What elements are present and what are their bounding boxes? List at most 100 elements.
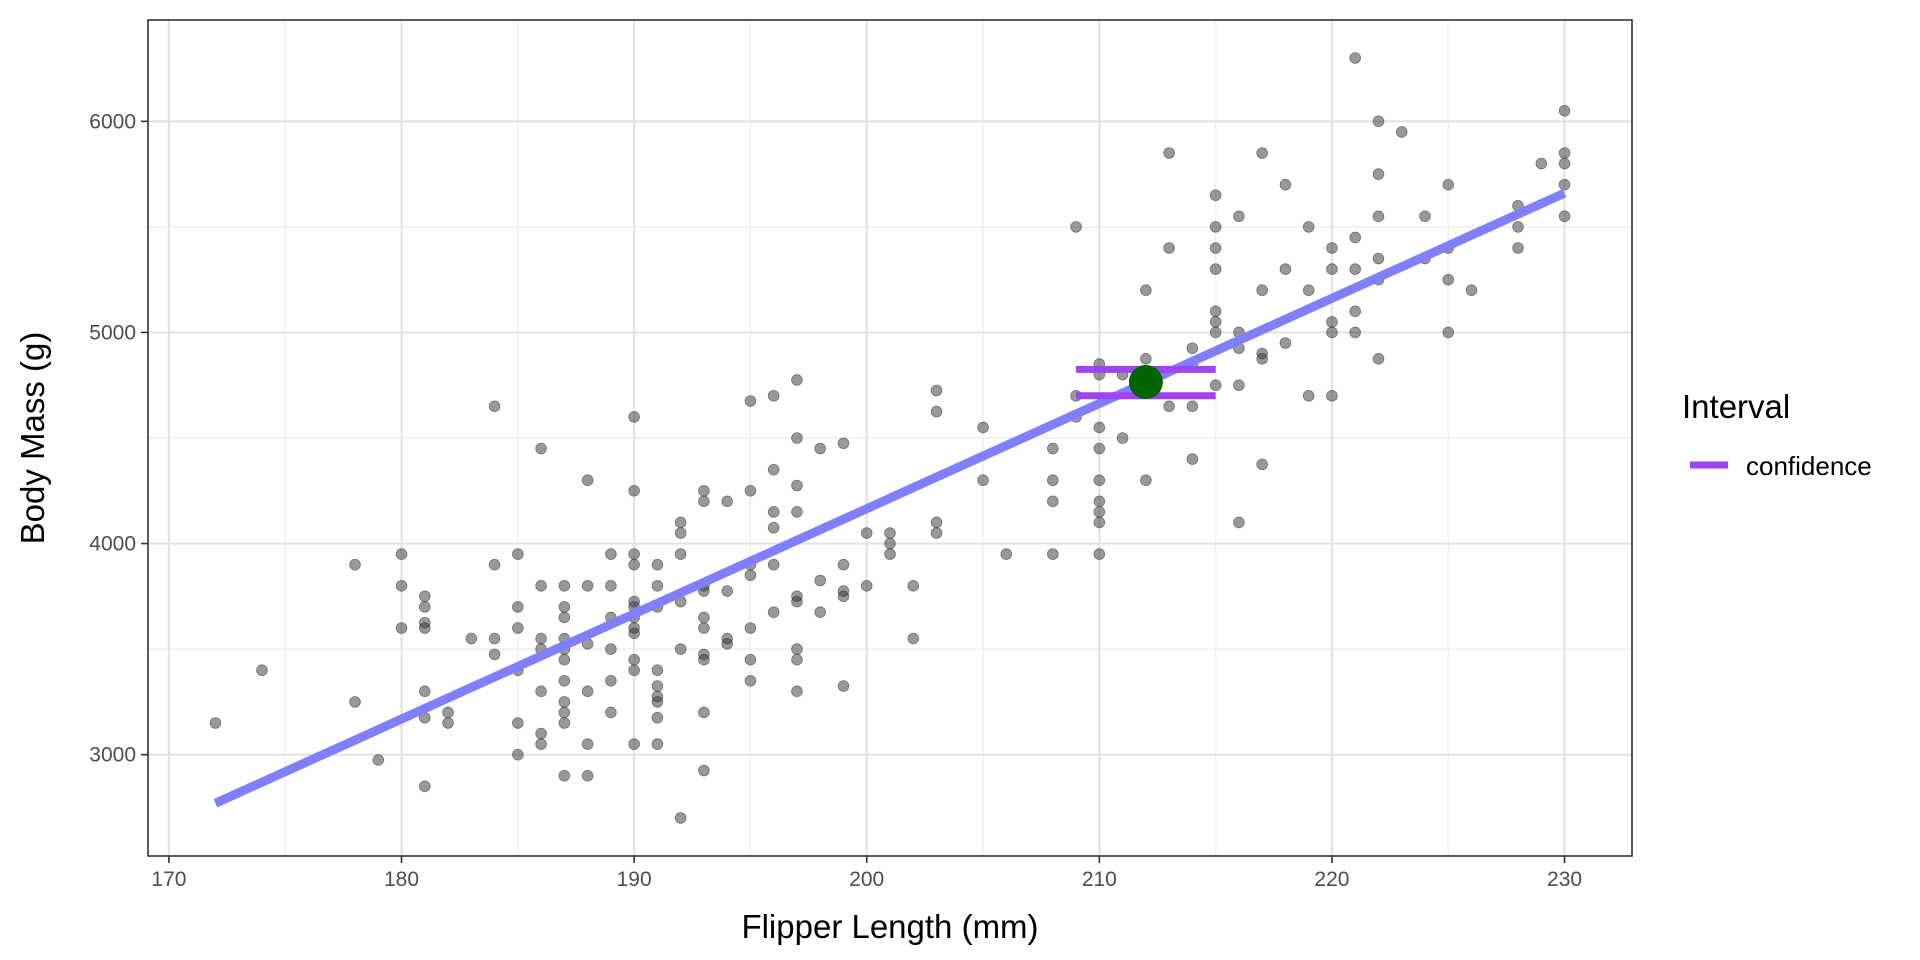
scatter-point xyxy=(488,400,501,413)
scatter-point xyxy=(558,579,571,592)
scatter-point xyxy=(1070,221,1082,233)
scatter-point xyxy=(418,601,431,613)
scatter-point xyxy=(791,479,803,492)
legend-label-confidence: confidence xyxy=(1746,451,1872,481)
scatter-point xyxy=(558,717,571,729)
prediction-point xyxy=(1128,365,1163,400)
scatter-point xyxy=(395,579,408,592)
scatter-point xyxy=(512,548,524,560)
scatter-point xyxy=(488,632,501,645)
scatter-point xyxy=(1279,337,1292,349)
scatter-point xyxy=(1093,442,1106,455)
scatter-point xyxy=(535,738,547,750)
y-tick-label: 3000 xyxy=(89,744,136,767)
scatter-point xyxy=(1186,453,1199,465)
scatter-point xyxy=(1140,284,1152,297)
x-tick-label: 200 xyxy=(849,868,884,891)
scatter-point xyxy=(674,527,687,539)
scatter-point xyxy=(814,574,827,587)
scatter-point xyxy=(721,495,733,508)
scatter-point xyxy=(1209,263,1222,275)
scatter-point xyxy=(1093,495,1106,508)
scatter-point xyxy=(628,548,640,560)
scatter-point xyxy=(837,558,850,571)
scatter-point xyxy=(558,601,571,613)
scatter-point xyxy=(884,537,896,550)
scatter-point xyxy=(1442,326,1455,339)
scatter-point xyxy=(1349,231,1362,244)
scatter-point xyxy=(1209,316,1222,328)
scatter-point xyxy=(442,717,454,729)
fit-line xyxy=(213,189,1567,808)
scatter-point xyxy=(1256,284,1268,297)
scatter-point xyxy=(1558,147,1571,159)
scatter-point xyxy=(1372,115,1385,128)
scatter-point xyxy=(791,643,803,655)
scatter-point xyxy=(767,606,780,618)
scatter-point xyxy=(535,632,547,645)
y-tick-label: 5000 xyxy=(89,321,136,344)
scatter-point xyxy=(744,674,757,687)
scatter-point xyxy=(395,548,408,560)
scatter-point xyxy=(1372,168,1385,180)
scatter-point xyxy=(1558,210,1571,223)
scatter-point xyxy=(1163,242,1175,254)
scatter-point xyxy=(1442,273,1455,286)
scatter-point xyxy=(628,558,640,571)
scatter-point xyxy=(1233,516,1245,529)
scatter-point xyxy=(1209,326,1222,339)
scatter-point xyxy=(698,706,710,719)
scatter-point xyxy=(1047,474,1059,487)
scatter-point xyxy=(418,622,431,634)
scatter-point xyxy=(791,374,803,386)
scatter-point xyxy=(884,527,896,539)
legend: Interval confidence xyxy=(1682,388,1872,481)
scatter-point xyxy=(1279,178,1292,191)
scatter-point xyxy=(651,680,664,692)
scatter-point xyxy=(721,585,733,597)
scatter-point xyxy=(395,622,408,634)
scatter-point xyxy=(558,674,571,687)
scatter-point xyxy=(628,627,640,640)
scatter-point xyxy=(628,653,640,666)
scatter-point xyxy=(488,558,501,571)
scatter-point xyxy=(698,764,710,777)
scatter-point xyxy=(860,527,873,539)
scatter-point xyxy=(1465,284,1478,297)
scatter-point xyxy=(791,432,803,444)
scatter-point xyxy=(907,579,920,592)
scatter-point xyxy=(698,495,710,508)
scatter-point xyxy=(558,653,571,666)
scatter-point xyxy=(605,643,617,655)
scatter-point xyxy=(628,484,640,497)
scatter-point xyxy=(930,516,943,529)
scatter-point xyxy=(674,643,687,655)
scatter-point xyxy=(651,579,664,592)
x-tick-label: 210 xyxy=(1082,868,1117,891)
scatter-point xyxy=(698,484,710,497)
x-tick-label: 220 xyxy=(1314,868,1349,891)
x-axis: 170 180 190 200 210 220 230 xyxy=(151,856,1582,891)
scatter-point xyxy=(1256,353,1268,365)
scatter-point xyxy=(581,738,594,750)
scatter-point xyxy=(418,590,431,603)
scatter-point xyxy=(1093,474,1106,487)
scatter-point xyxy=(1256,458,1268,471)
scatter-point xyxy=(930,405,943,418)
prediction-point-group xyxy=(1128,365,1163,400)
scatter-point xyxy=(1093,506,1106,518)
scatter-point xyxy=(651,711,664,724)
scatter-point xyxy=(1209,221,1222,233)
scatter-point xyxy=(1326,263,1338,275)
scatter-point xyxy=(1372,353,1385,365)
scatter-point xyxy=(930,527,943,539)
scatter-point xyxy=(1209,242,1222,254)
scatter-point xyxy=(1140,353,1152,365)
scatter-point xyxy=(488,648,501,661)
scatter-point xyxy=(651,664,664,677)
grid-minor xyxy=(148,20,1632,856)
scatter-point xyxy=(1186,342,1199,355)
scatter-point xyxy=(1326,242,1338,254)
scatter-point xyxy=(581,769,594,782)
